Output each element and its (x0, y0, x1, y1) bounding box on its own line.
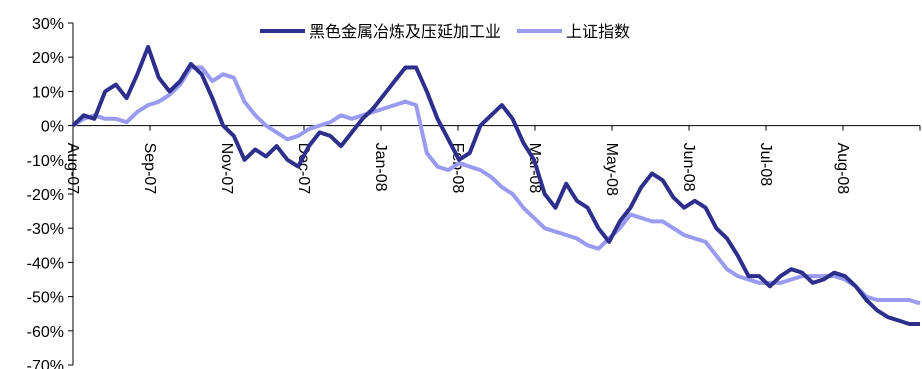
y-tick-label: 0% (41, 119, 64, 136)
legend: 黑色金属冶炼及压延加工业 上证指数 (260, 22, 630, 41)
series-line-2 (71, 65, 921, 306)
y-tick-label: -40% (27, 255, 64, 272)
y-tick-label: 10% (32, 84, 64, 101)
x-tick-label: Jul-08 (757, 143, 774, 187)
series-line-1 (71, 44, 920, 326)
y-tick-label: -20% (27, 187, 64, 204)
x-tick-label: Nov-07 (218, 143, 235, 195)
x-tick-label: May-08 (603, 143, 620, 196)
y-tick-label: -60% (27, 324, 64, 341)
x-tick-label: Aug-07 (64, 143, 81, 195)
x-tick-label: Feb-08 (449, 143, 466, 194)
y-tick-label: -10% (27, 153, 64, 170)
y-tick-label: 30% (32, 16, 64, 33)
y-tick-label: -30% (27, 221, 64, 238)
x-tick-label: Aug-08 (834, 143, 851, 195)
legend-label: 上证指数 (566, 22, 630, 41)
x-axis: Aug-07 Sep-07 Nov-07 Dec-07 Jan-08 Feb-08 Mar-… (64, 125, 921, 196)
x-tick-label: Jun-08 (680, 143, 697, 192)
legend-label: 黑色金属冶炼及压延加工业 (309, 22, 501, 41)
y-tick-label: -70% (27, 358, 64, 369)
y-axis: 30% 20% 10% 0% -10% -20% -30% -40% -50% -60% -70% (27, 16, 74, 369)
x-tick-label: Sep-07 (141, 143, 158, 195)
y-tick-label: -50% (27, 290, 64, 307)
y-tick-label: 20% (32, 50, 64, 67)
x-tick-label: Dec-07 (295, 143, 312, 195)
series-layer (71, 44, 921, 326)
x-tick-label: Jan-08 (372, 143, 389, 192)
